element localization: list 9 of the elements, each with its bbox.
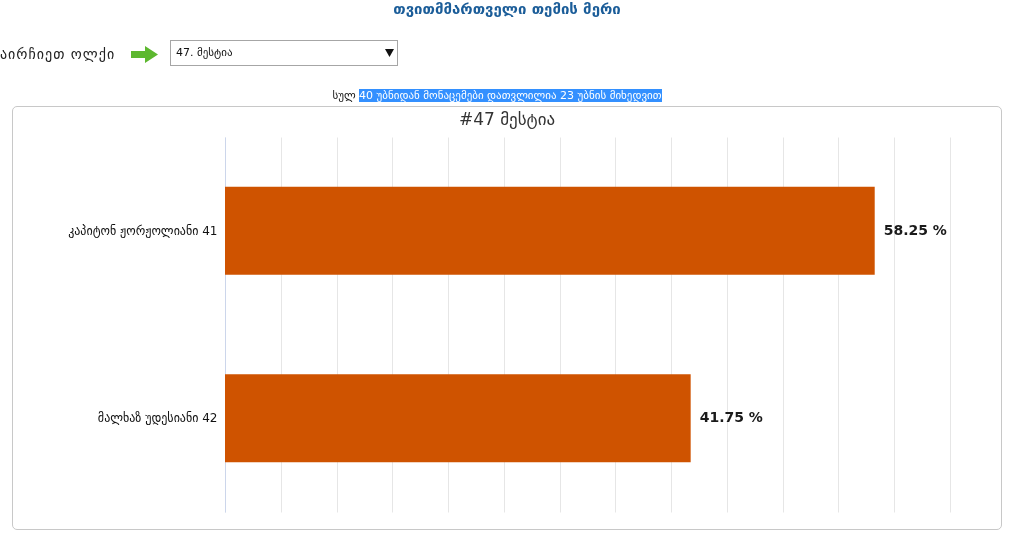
text: აირჩიეთ ოლქი bbox=[0, 46, 116, 62]
data-label: 58.25 % bbox=[883, 221, 947, 238]
text: თვითმმართველი თემის მერი bbox=[392, 0, 622, 18]
chart-title: #47 მესტია bbox=[458, 109, 556, 129]
chart-subtitle: სულ 40 უბნიდან მონაცემები დათვლილია 23 უბნის მიხედვით bbox=[332, 89, 662, 102]
data-label: 41.75 % bbox=[699, 409, 763, 426]
text: 47. მესტია bbox=[176, 46, 233, 59]
y-tick-label: მალხაზ უდესიანი 42 bbox=[97, 411, 218, 426]
y-tick-label: კაპიტონ ჟორჟოლიანი 41 bbox=[68, 223, 218, 238]
